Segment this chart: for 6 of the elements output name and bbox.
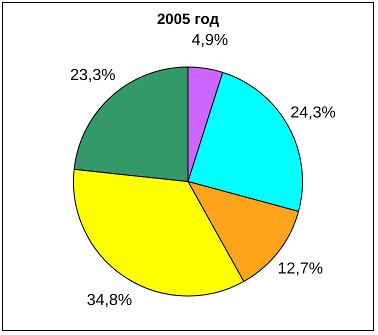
data-label: 12,7% [278, 260, 324, 278]
data-label: 24,3% [290, 104, 336, 122]
data-label: 23,3% [70, 66, 116, 84]
chart-title: 2005 год [156, 11, 220, 28]
data-label: 4,9% [192, 32, 228, 50]
data-label: 34,8% [86, 292, 132, 309]
